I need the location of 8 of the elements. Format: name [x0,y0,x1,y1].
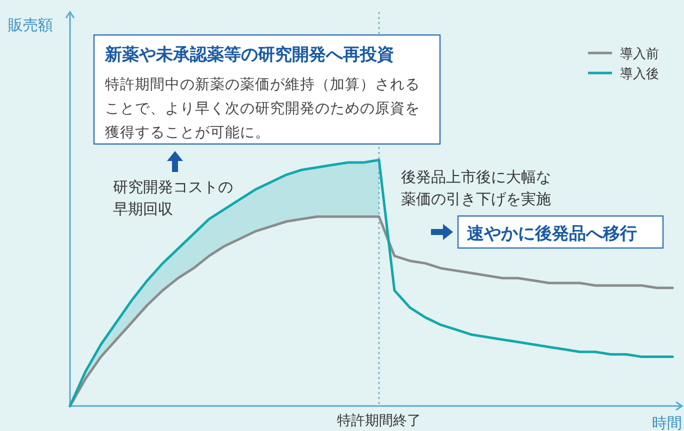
annotation: 研究開発コストの早期回収 [113,179,233,218]
x-axis-title: 時間 [652,415,682,431]
note-box: 新薬や未承認薬等の研究開発へ再投資 特許期間中の新薬の薬価が維持（加算）されることで、より早く次の研究開発のための原資を獲得することが可能に。 [93,34,441,145]
text: 販売額 [8,17,53,34]
annotation: 速やかに後発品へ移行 [467,224,637,243]
legend-label: 導入前 [620,46,659,61]
legend-label: 導入後 [620,66,659,81]
annotation: 後発品上市後に大幅な薬価の引き下げを実施 [401,169,551,208]
